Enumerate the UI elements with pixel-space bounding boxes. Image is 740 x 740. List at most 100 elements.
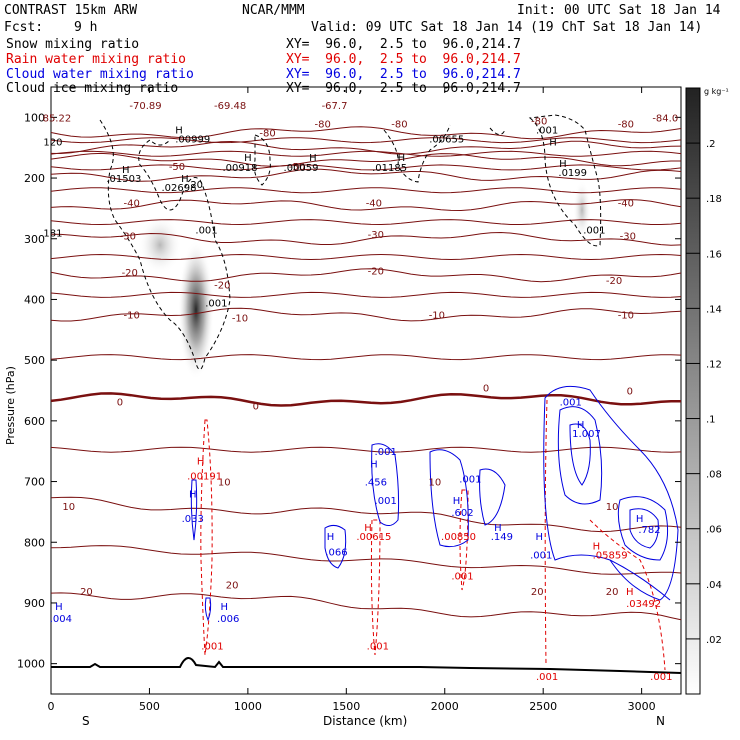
temperature-contour-line (50, 592, 682, 621)
snow-labels: H.00999.00655 HH.0199.001H.00918H.00059H.… (43, 125, 605, 309)
rain-label: .001 (451, 572, 473, 583)
temperature-label: -40 (124, 198, 140, 209)
snow-label: .01503 (106, 174, 141, 185)
rain-label: .00615 (356, 532, 391, 543)
cloud-water-label: H (535, 532, 543, 543)
temperature-label: 0 (483, 383, 489, 394)
temperature-contour-line (50, 545, 682, 575)
cloud-water-label: .782 (638, 525, 660, 536)
rain-label: H (364, 523, 372, 534)
y-tick-label: 600 (24, 415, 45, 428)
forecast-value: 9 h (74, 20, 98, 35)
temperature-label: 20 (531, 587, 544, 598)
snow-contour-mid-1 (253, 134, 271, 186)
temperature-label: -50 (169, 162, 185, 173)
colorbar-tick-label: .18 (706, 194, 722, 205)
temperature-contour-line (50, 496, 682, 533)
colorbar-tick-label: .04 (706, 580, 722, 591)
snow-label: .0199 (558, 168, 587, 179)
rain-contour-4 (544, 399, 548, 666)
rain-label: .001 (201, 641, 223, 652)
snow-contour-top-right (489, 127, 506, 135)
y-tick-label: 500 (24, 354, 45, 367)
legend-cloud-ice-xy: XY= 96.0, 2.5 to 96.0,214.7 (286, 81, 521, 96)
snow-label: H (244, 153, 252, 164)
temperature-label: -10 (429, 311, 445, 322)
x-tick-label: 1000 (234, 700, 262, 713)
y-tick-label: 1000 (17, 658, 45, 671)
legend-cloud-water-xy: XY= 96.0, 2.5 to 96.0,214.7 (286, 67, 521, 82)
temperature-contour-line (50, 219, 682, 226)
x-axis-end-label: N (656, 714, 665, 728)
snow-label: H (559, 159, 567, 170)
temperature-label: -80 (315, 119, 331, 130)
cloud-water-label: .001 (459, 475, 481, 486)
temperature-contours (50, 126, 682, 621)
cloud-water-label: H (636, 514, 644, 525)
colorbar-unit: g kg⁻¹ (704, 87, 729, 96)
cloud-water-label: H (577, 420, 585, 431)
x-tick-label: 3000 (628, 700, 656, 713)
cloud-ice-right-plume (573, 180, 591, 240)
cloud-water-label: .149 (491, 532, 513, 543)
temperature-label: -30 (368, 230, 384, 241)
cloud-water-label: H (189, 490, 197, 501)
temperature-contour-line (50, 137, 682, 144)
colorbar: g kg⁻¹ .2 .18 .16 .14 .12 .1 .08 .06 .04 .02 (685, 87, 729, 695)
rain-contours (200, 399, 666, 671)
y-tick-label: 300 (24, 233, 45, 246)
cloud-water-contour-8 (557, 406, 603, 505)
snow-label: H (175, 125, 183, 136)
temperature-contour-line (50, 150, 682, 157)
temperature-label: 85.22 (43, 113, 72, 124)
cloud-water-contour-12 (609, 559, 671, 601)
init-time: Init: 00 UTC Sat 18 Jan 14 (517, 3, 721, 18)
temperature-contour-line (50, 268, 682, 283)
cloud-water-label: 1.007 (572, 429, 601, 440)
snow-label: .001 (195, 226, 217, 237)
legend-snow-xy: XY= 96.0, 2.5 to 96.0,214.7 (286, 37, 521, 52)
y-tick-label: 200 (24, 172, 45, 185)
temperature-label: -20 (214, 280, 230, 291)
temperature-label: -10 (618, 311, 634, 322)
cloud-water-label: .033 (182, 514, 204, 525)
plot-frame (50, 86, 682, 695)
temperature-label: -30 (120, 232, 136, 243)
cloud-water-label: .066 (325, 547, 347, 558)
cloud-ice-shading (138, 180, 591, 380)
temperature-contour-line (50, 187, 682, 194)
temperature-contour-line (50, 168, 682, 182)
temperature-contour-line (50, 126, 682, 140)
y-tick-label: 400 (24, 293, 45, 306)
snow-label: .001 (536, 125, 558, 136)
snow-label: H (309, 153, 317, 164)
y-tick-label: 800 (24, 536, 45, 549)
temperature-label: 10 (62, 502, 75, 513)
cloud-water-contour-11 (629, 508, 659, 549)
temperature-contour-line (50, 354, 682, 361)
temperature-contour-line (50, 392, 681, 407)
snow-label: H (181, 174, 189, 185)
snow-label: .00059 (284, 163, 319, 174)
rain-contour-5 (589, 519, 666, 671)
cloud-water-label: .001 (530, 550, 552, 561)
temperature-contour-line (50, 199, 682, 212)
cloud-water-contour-1 (190, 479, 198, 541)
rain-contour-2 (370, 519, 381, 656)
cloud-water-label: .456 (365, 478, 387, 489)
temperature-label: 10 (218, 478, 231, 489)
snow-contours (99, 114, 602, 370)
rain-label: H (593, 541, 601, 552)
rain-labels: H.00191H.00615.00850.001.001.001.001H.05… (187, 456, 672, 682)
temperature-contour-line (50, 164, 682, 171)
rain-label: .00850 (441, 532, 476, 543)
temperature-contour-line (50, 152, 681, 167)
cloud-water-label: H (494, 523, 502, 534)
organization: NCAR/MMM (242, 3, 305, 18)
temperature-label: 20 (80, 587, 93, 598)
temperature-label: -40 (618, 198, 634, 209)
cloud-water-label: H (453, 496, 461, 507)
axes: 0 500 1000 1500 2000 2500 30001002003004005006… (17, 87, 681, 713)
snow-label: .02698 (161, 183, 196, 194)
colorbar-ticks: .2 .18 .16 .14 .12 .1 .08 .06 .04 .02 (686, 139, 722, 646)
